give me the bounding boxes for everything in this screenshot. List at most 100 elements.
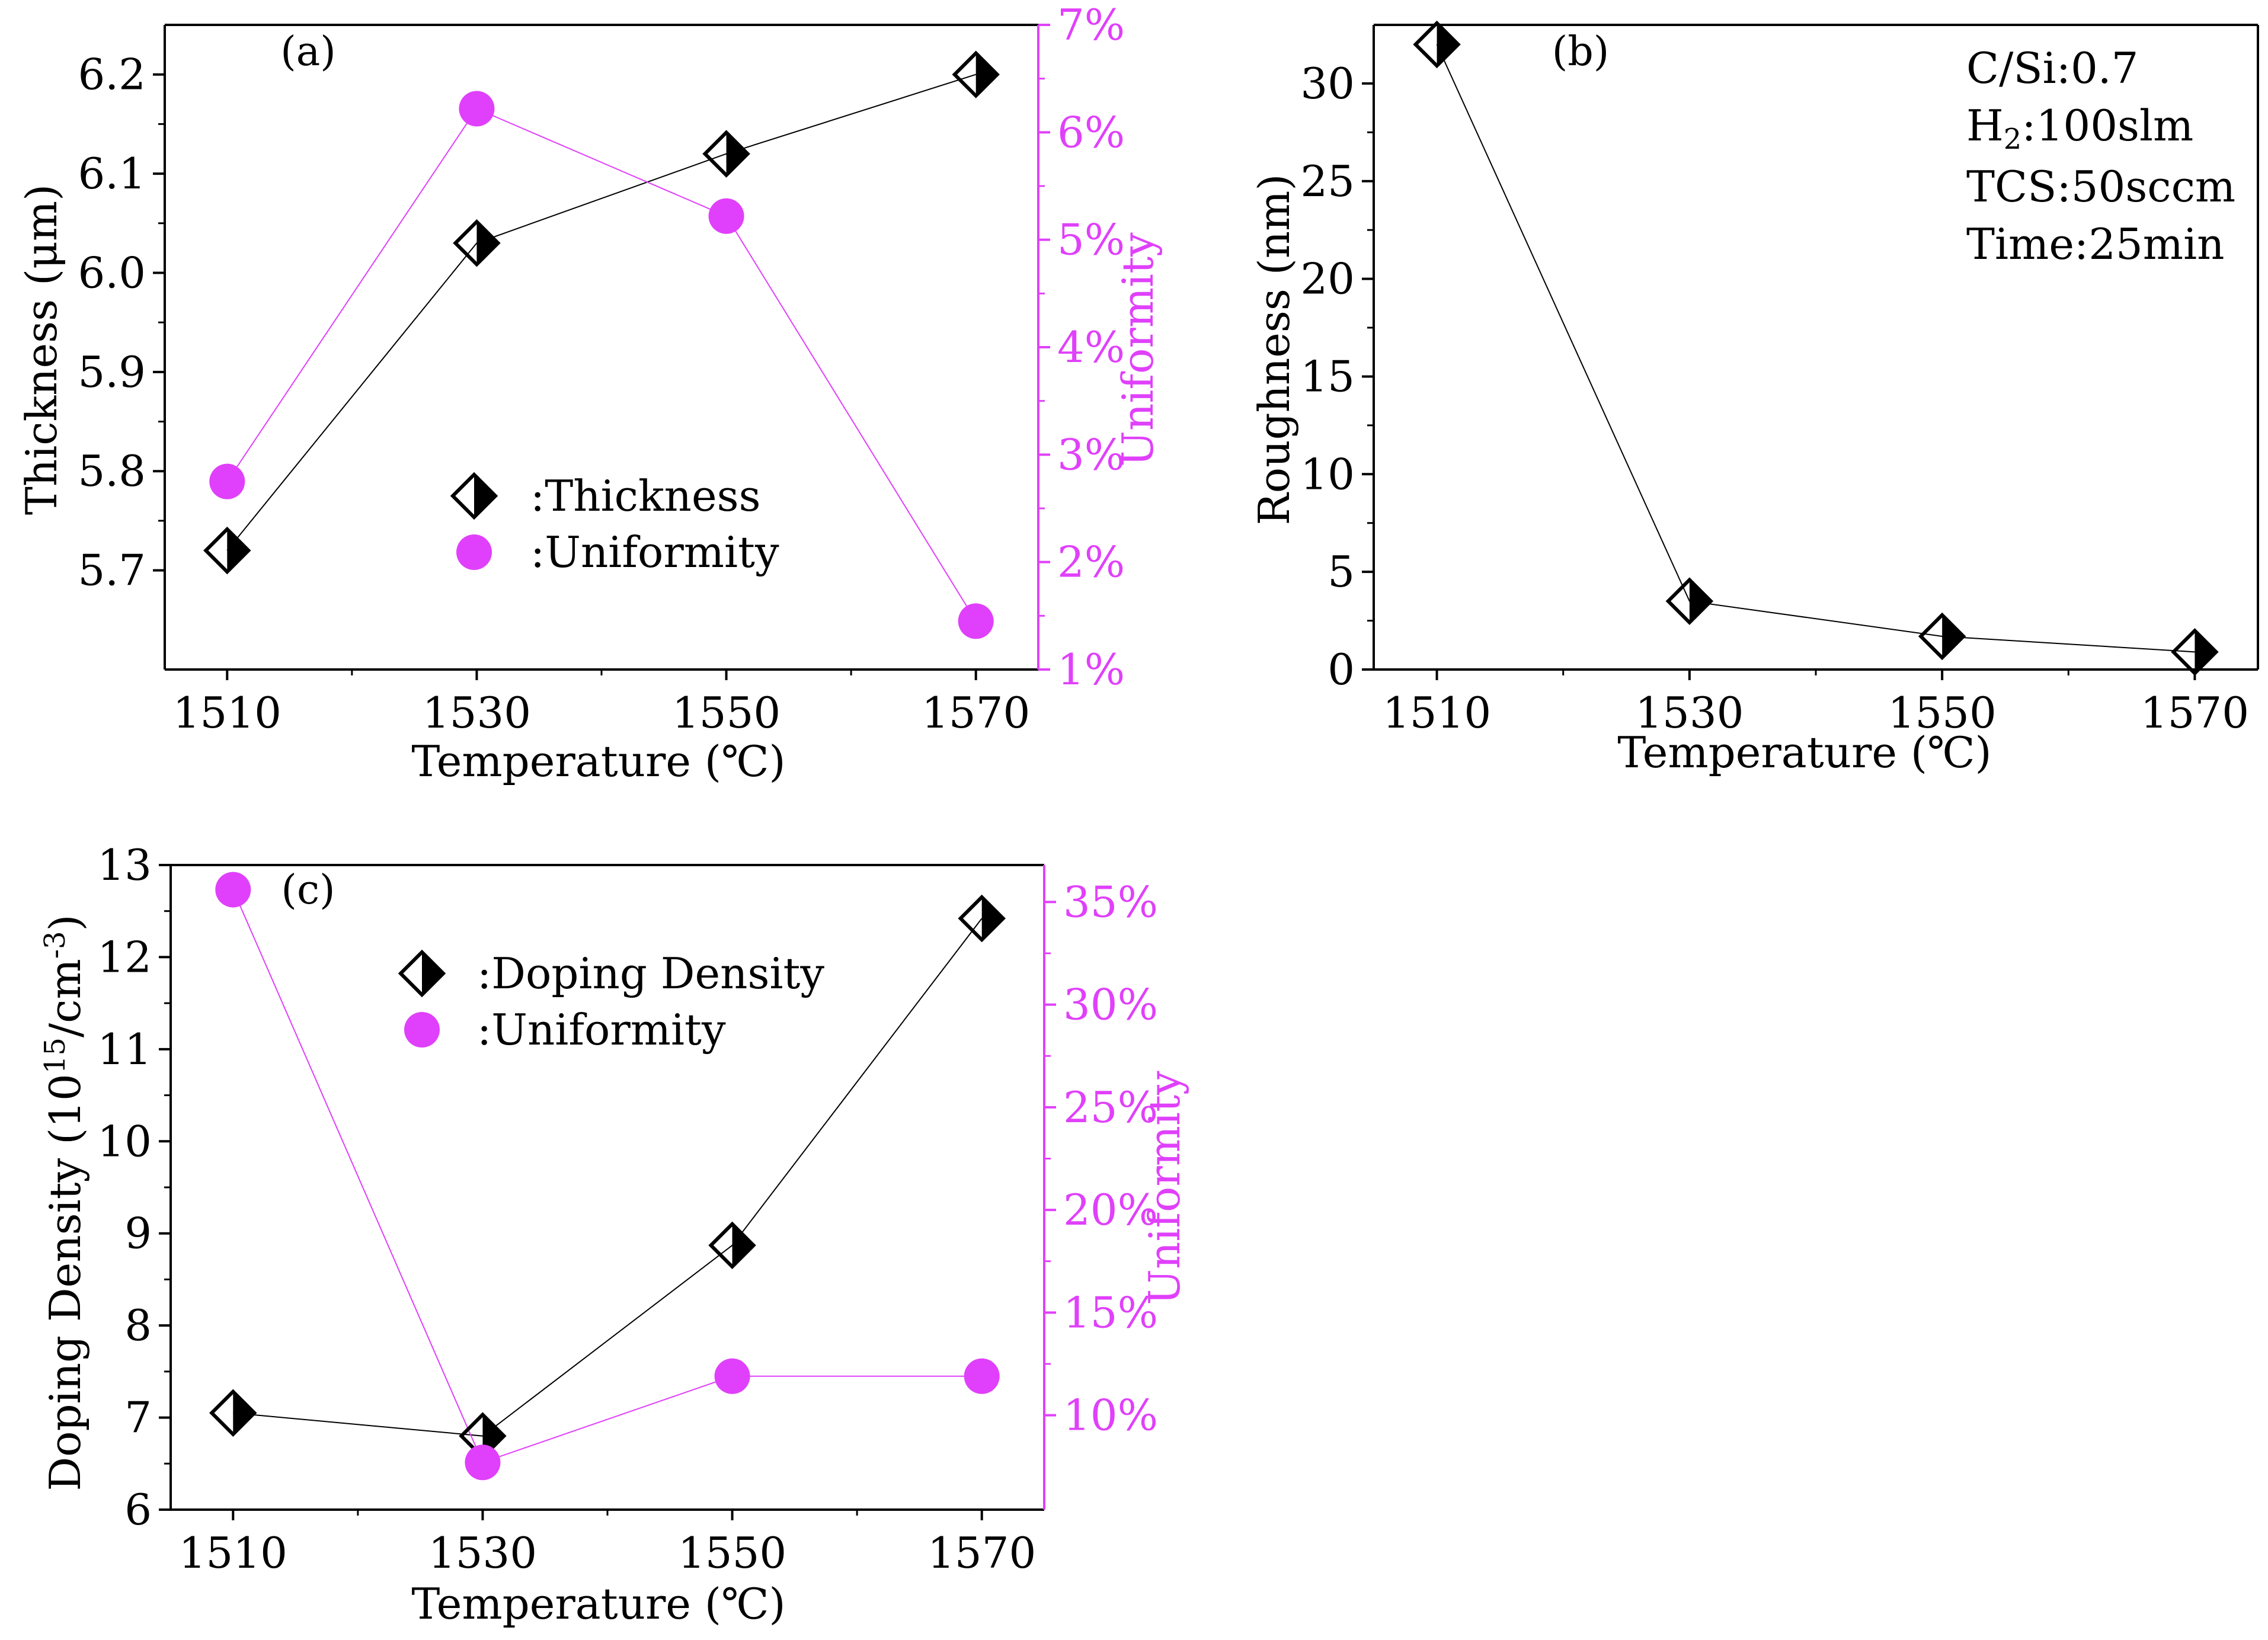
a-y-tick-label: 5.9 (78, 347, 146, 397)
diamond-outline (450, 472, 498, 520)
a-uniformity-point (209, 463, 245, 499)
a-y-axis-title: Thickness (μm) (17, 184, 66, 515)
a-uniformity-point (459, 91, 495, 127)
b-x-axis-title: Temperature (℃) (1617, 728, 1991, 777)
c-y2-tick-label: 20% (1063, 1185, 1158, 1235)
c-doping-density-point (209, 1389, 257, 1437)
c-y-tick-label: 9 (124, 1209, 152, 1258)
c-y-tick-label: 11 (97, 1024, 152, 1074)
c-marks (209, 872, 1006, 1481)
a-thickness-point (702, 130, 750, 178)
c-legend: :Doping Density :Uniformity (398, 949, 824, 1055)
panel-a: 1510 1530 1550 1570 5.7 5.8 5.9 6.0 6.1 6.2 1% 2% 3%… (17, 0, 1163, 786)
a-x-tick-label: 1570 (922, 688, 1030, 738)
diamond-outline (1413, 20, 1461, 69)
b-y-tick-label: 30 (1300, 59, 1355, 108)
diamond-right-half (2195, 630, 2216, 674)
b-y-tick-label: 5 (1327, 547, 1355, 597)
b-roughness-line (1436, 44, 2195, 653)
b-y-tick-label: 0 (1327, 645, 1355, 694)
a-x-tick-label: 1530 (423, 688, 531, 738)
a-legend-diamond-marker (450, 472, 498, 520)
c-y2-axis-title: Uniformity (1140, 1071, 1189, 1305)
c-y-tick-label: 7 (124, 1393, 152, 1443)
panel-c: 1510 1530 1550 1570 6 7 8 9 10 11 12 13 10% 15% 20% 25%… (39, 840, 1189, 1629)
diamond-right-half (422, 952, 443, 995)
b-roughness-point (1413, 20, 1461, 69)
b-roughness-point (2171, 628, 2219, 676)
a-axes-group: 1510 1530 1550 1570 5.7 5.8 5.9 6.0 6.1 6.2 1% 2% 3%… (78, 0, 1125, 738)
b-x-tick-label: 1570 (2141, 688, 2249, 738)
b-marks (1413, 20, 2219, 676)
a-legend-diamond (450, 472, 498, 520)
b-x-tick-label: 1550 (1888, 688, 1997, 738)
a-thickness-point (203, 526, 251, 575)
c-y2-tick-label: 15% (1063, 1287, 1158, 1337)
diamond-right-half (975, 53, 997, 96)
c-y2-tick-label: 30% (1063, 980, 1158, 1030)
c-panel-label: (c) (281, 867, 335, 914)
c-doping-line (233, 918, 983, 1437)
diamond-right-half (474, 475, 495, 517)
diamond-right-half (1942, 614, 1964, 658)
b-y-tick-label: 15 (1300, 351, 1355, 401)
b-condition-tcs: TCS:50sccm (1966, 162, 2235, 212)
a-y-tick-label: 6.1 (78, 149, 146, 198)
c-y2-tick-label: 25% (1063, 1082, 1158, 1132)
c-x-tick-label: 1550 (678, 1528, 786, 1578)
b-x-tick-label: 1510 (1383, 688, 1491, 738)
c-y-tick-label: 10 (97, 1116, 152, 1166)
a-y2-axis-title: Uniformity (1113, 232, 1163, 467)
a-y2-tick-label: 5% (1057, 215, 1125, 265)
diamond-right-half (1437, 23, 1458, 66)
b-y-tick-label: 20 (1300, 254, 1355, 304)
c-y-tick-label: 8 (124, 1301, 152, 1350)
c-uniformity-point (964, 1358, 1000, 1394)
diamond-outline (1665, 577, 1714, 625)
c-y-tick-label: 12 (97, 932, 152, 982)
b-condition-time: Time:25min (1966, 219, 2224, 269)
a-x-axis-title: Temperature (℃) (411, 736, 785, 786)
b-y-tick-label: 10 (1300, 449, 1355, 499)
diamond-outline (453, 219, 501, 267)
c-x-axis-title: Temperature (℃) (411, 1579, 785, 1629)
a-legend-label-uniformity: :Uniformity (530, 527, 779, 577)
a-uniformity-point (708, 198, 744, 234)
a-y2-tick-label: 4% (1057, 322, 1125, 372)
diamond-right-half (476, 222, 498, 265)
c-legend-diamond (398, 949, 446, 998)
a-y2-tick-label: 7% (1057, 0, 1125, 50)
c-x-tick-label: 1510 (179, 1528, 287, 1578)
c-x-tick-label: 1530 (428, 1528, 537, 1578)
a-thickness-line (226, 73, 977, 551)
diamond-right-half (233, 1391, 255, 1434)
a-thickness-point (453, 219, 501, 267)
c-uniformity-point (714, 1358, 750, 1394)
diamond-right-half (981, 897, 1003, 940)
a-y-tick-label: 6.0 (78, 248, 146, 297)
panel-b: 1510 1530 1550 1570 0 5 10 15 20 25 30 (b) Tempera… (1249, 20, 2259, 777)
diamond-outline (2171, 628, 2219, 676)
diamond-outline (952, 50, 1000, 98)
a-x-tick-label: 1510 (173, 688, 281, 738)
c-legend-circle-marker (404, 1012, 440, 1048)
c-doping-density-point (708, 1221, 756, 1270)
diamond-right-half (227, 529, 249, 572)
b-conditions-box: C/Si:0.7 H2:100slm TCS:50sccm Time:25min (1966, 43, 2235, 269)
a-y-tick-label: 6.2 (78, 50, 146, 100)
b-condition-h2: H2:100slm (1966, 101, 2193, 156)
a-thickness-point (952, 50, 1000, 98)
b-axes-group: 1510 1530 1550 1570 0 5 10 15 20 25 30 (1300, 24, 2259, 738)
a-marks (203, 50, 1000, 639)
c-lines (232, 889, 983, 1463)
a-y-tick-label: 5.8 (78, 446, 146, 496)
c-y-tick-label: 6 (124, 1485, 152, 1535)
c-legend-label-uniformity: :Uniformity (477, 1005, 726, 1055)
diamond-outline (958, 894, 1006, 943)
b-y-tick-label: 25 (1300, 156, 1355, 206)
c-y2-tick-label: 35% (1063, 877, 1158, 927)
diamond-right-half (1689, 579, 1711, 623)
c-y-tick-label: 13 (97, 840, 152, 890)
diamond-outline (398, 949, 446, 998)
